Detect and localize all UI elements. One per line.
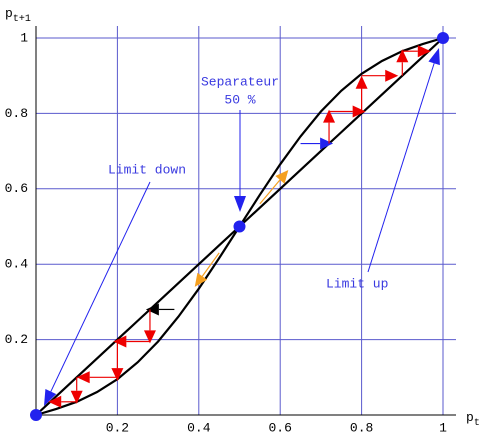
y-label-base: p bbox=[5, 6, 13, 21]
x-tick-label: 0.6 bbox=[268, 420, 291, 435]
x-axis-label: pt bbox=[466, 410, 480, 428]
x-label-sub: t bbox=[474, 418, 480, 429]
annotation-pointer bbox=[44, 181, 151, 406]
annotation-pointer bbox=[367, 48, 440, 273]
x-tick-label: 0.8 bbox=[350, 420, 373, 435]
cobweb-arrow bbox=[143, 309, 156, 344]
cobweb-arrow bbox=[259, 169, 289, 205]
cobweb-arrow bbox=[329, 105, 366, 118]
annotation-pointer bbox=[234, 110, 246, 212]
cobweb-arrow bbox=[111, 339, 124, 382]
annotation: 50 % bbox=[224, 92, 255, 107]
cobweb-arrow bbox=[145, 303, 175, 316]
y-tick-label: 0.2 bbox=[5, 332, 28, 347]
cobweb-arrow bbox=[300, 137, 334, 150]
fixed-point bbox=[30, 409, 42, 421]
y-tick-label: 1 bbox=[20, 30, 28, 45]
y-axis-label: pt+1 bbox=[5, 6, 31, 24]
cobweb-arrow bbox=[48, 395, 77, 408]
annotation: Limit up bbox=[326, 276, 388, 291]
cobweb-arrow bbox=[70, 377, 83, 404]
annotation: Limit down bbox=[108, 162, 186, 177]
cobweb-arrow bbox=[396, 49, 409, 76]
cobweb-arrow bbox=[194, 252, 220, 287]
x-tick-label: 0.2 bbox=[106, 420, 129, 435]
fixed-point bbox=[233, 220, 246, 233]
cobweb-arrow bbox=[402, 45, 431, 58]
x-label-base: p bbox=[466, 410, 474, 425]
cobweb-arrow bbox=[113, 335, 150, 348]
x-tick-label: 0.4 bbox=[187, 420, 211, 435]
fixed-point bbox=[437, 32, 449, 44]
cobweb-arrow bbox=[323, 109, 336, 144]
cobweb-arrow bbox=[361, 69, 399, 82]
cobweb-arrow bbox=[355, 75, 368, 114]
y-tick-label: 0.8 bbox=[5, 106, 28, 121]
y-tick-label: 0.4 bbox=[5, 257, 29, 272]
cobweb-arrow bbox=[76, 371, 118, 384]
y-tick-label: 0.6 bbox=[5, 181, 28, 196]
annotation: Separateur bbox=[201, 74, 279, 89]
x-tick-label: 1 bbox=[439, 420, 447, 435]
y-label-sub: t+1 bbox=[13, 14, 31, 25]
